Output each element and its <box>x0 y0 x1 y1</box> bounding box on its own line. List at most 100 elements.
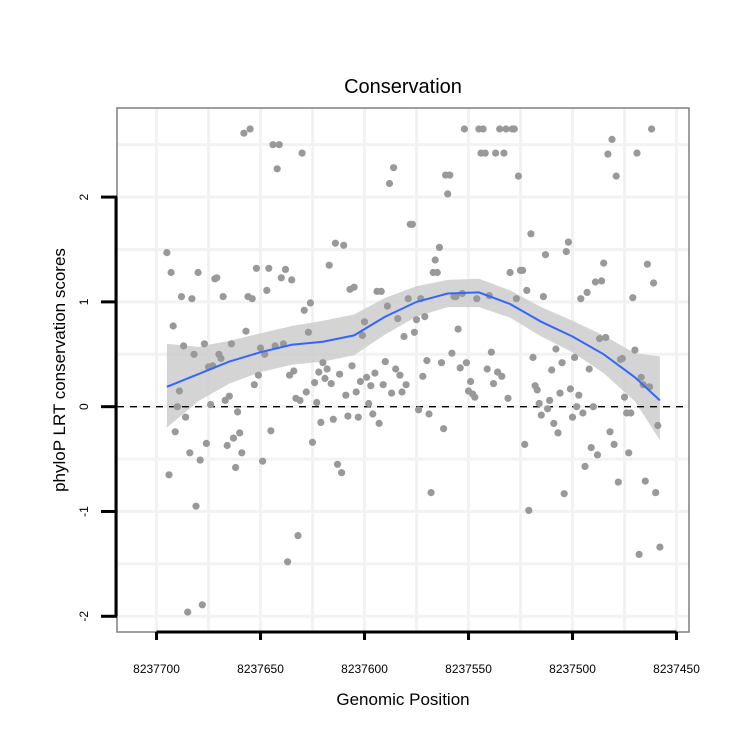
data-point <box>656 543 664 551</box>
x-tick-label: 8237700 <box>133 662 180 676</box>
data-point <box>585 365 593 373</box>
data-point <box>431 256 439 264</box>
y-axis-label: phyloP LRT conservation scores <box>50 248 69 492</box>
data-point <box>388 389 396 397</box>
data-point <box>456 364 464 372</box>
data-point <box>633 149 641 157</box>
data-point <box>198 601 206 609</box>
data-point <box>227 340 235 348</box>
data-point <box>533 386 541 394</box>
data-point <box>548 366 556 374</box>
data-point <box>188 295 196 303</box>
data-point <box>544 405 552 413</box>
data-point <box>396 371 404 379</box>
data-point <box>177 293 186 301</box>
data-point <box>473 295 481 303</box>
data-point <box>281 265 290 273</box>
data-point <box>435 243 443 251</box>
data-point <box>313 398 321 407</box>
data-point <box>263 286 271 294</box>
data-point <box>394 315 402 323</box>
data-point <box>277 274 285 282</box>
data-point <box>492 149 500 157</box>
data-point <box>223 441 231 450</box>
y-tick-label: 2 <box>77 193 91 200</box>
data-point <box>308 438 317 446</box>
data-point <box>554 429 562 437</box>
data-point <box>381 358 389 366</box>
data-point <box>562 248 570 256</box>
data-point <box>606 428 614 436</box>
data-point <box>437 359 446 367</box>
data-point <box>294 532 302 540</box>
data-point <box>288 276 296 284</box>
data-point <box>502 125 510 133</box>
data-point <box>194 268 202 277</box>
data-point <box>556 389 564 397</box>
data-point <box>610 440 618 448</box>
data-point <box>483 365 491 373</box>
data-point <box>579 409 587 417</box>
data-point <box>325 261 333 269</box>
data-point <box>546 396 554 404</box>
data-point <box>377 287 385 295</box>
data-point <box>180 342 188 350</box>
data-point <box>331 239 339 247</box>
data-point <box>564 238 573 246</box>
data-point <box>175 387 183 395</box>
x-axis-label: Genomic Position <box>336 690 469 709</box>
data-point <box>290 367 298 375</box>
smooth-line-layer <box>166 291 661 402</box>
data-point <box>650 279 658 287</box>
data-point <box>190 350 198 358</box>
data-point <box>319 359 327 367</box>
data-point <box>246 125 254 133</box>
data-point <box>163 249 171 257</box>
data-point <box>371 369 379 377</box>
data-point <box>506 268 514 277</box>
data-point <box>648 125 656 133</box>
data-point <box>596 335 604 343</box>
data-point <box>169 322 177 330</box>
data-point <box>336 370 344 378</box>
chart-title: Conservation <box>344 76 462 98</box>
data-point <box>593 451 602 459</box>
data-point <box>184 608 192 616</box>
data-points <box>163 125 664 616</box>
data-point <box>635 550 643 559</box>
data-point <box>248 295 256 303</box>
data-point <box>350 283 358 291</box>
data-point <box>479 125 487 133</box>
loess-smooth-line <box>166 291 661 402</box>
data-point <box>446 171 454 179</box>
data-point <box>354 413 362 421</box>
x-tick-label: 8237600 <box>341 662 388 676</box>
data-point <box>217 354 225 363</box>
data-point <box>440 425 448 433</box>
data-point <box>358 331 366 339</box>
data-point <box>577 295 585 303</box>
y-tick-label: 1 <box>77 298 91 305</box>
data-point <box>202 439 210 447</box>
data-point <box>344 412 352 420</box>
data-point <box>608 135 616 143</box>
x-tick-label: 8237450 <box>653 662 700 676</box>
data-point <box>196 456 204 464</box>
data-point <box>539 293 548 301</box>
data-point <box>302 388 310 396</box>
data-point <box>167 268 175 277</box>
data-point <box>535 399 543 408</box>
data-point <box>296 396 304 404</box>
data-point <box>300 306 308 314</box>
data-point <box>402 381 410 389</box>
data-point <box>207 401 215 409</box>
data-point <box>604 150 612 158</box>
data-point <box>392 365 400 373</box>
data-point <box>412 316 421 324</box>
data-point <box>284 558 292 566</box>
data-point <box>410 328 418 336</box>
data-point <box>306 299 314 307</box>
data-point <box>317 418 325 426</box>
data-point <box>512 295 521 303</box>
data-point <box>186 449 194 457</box>
